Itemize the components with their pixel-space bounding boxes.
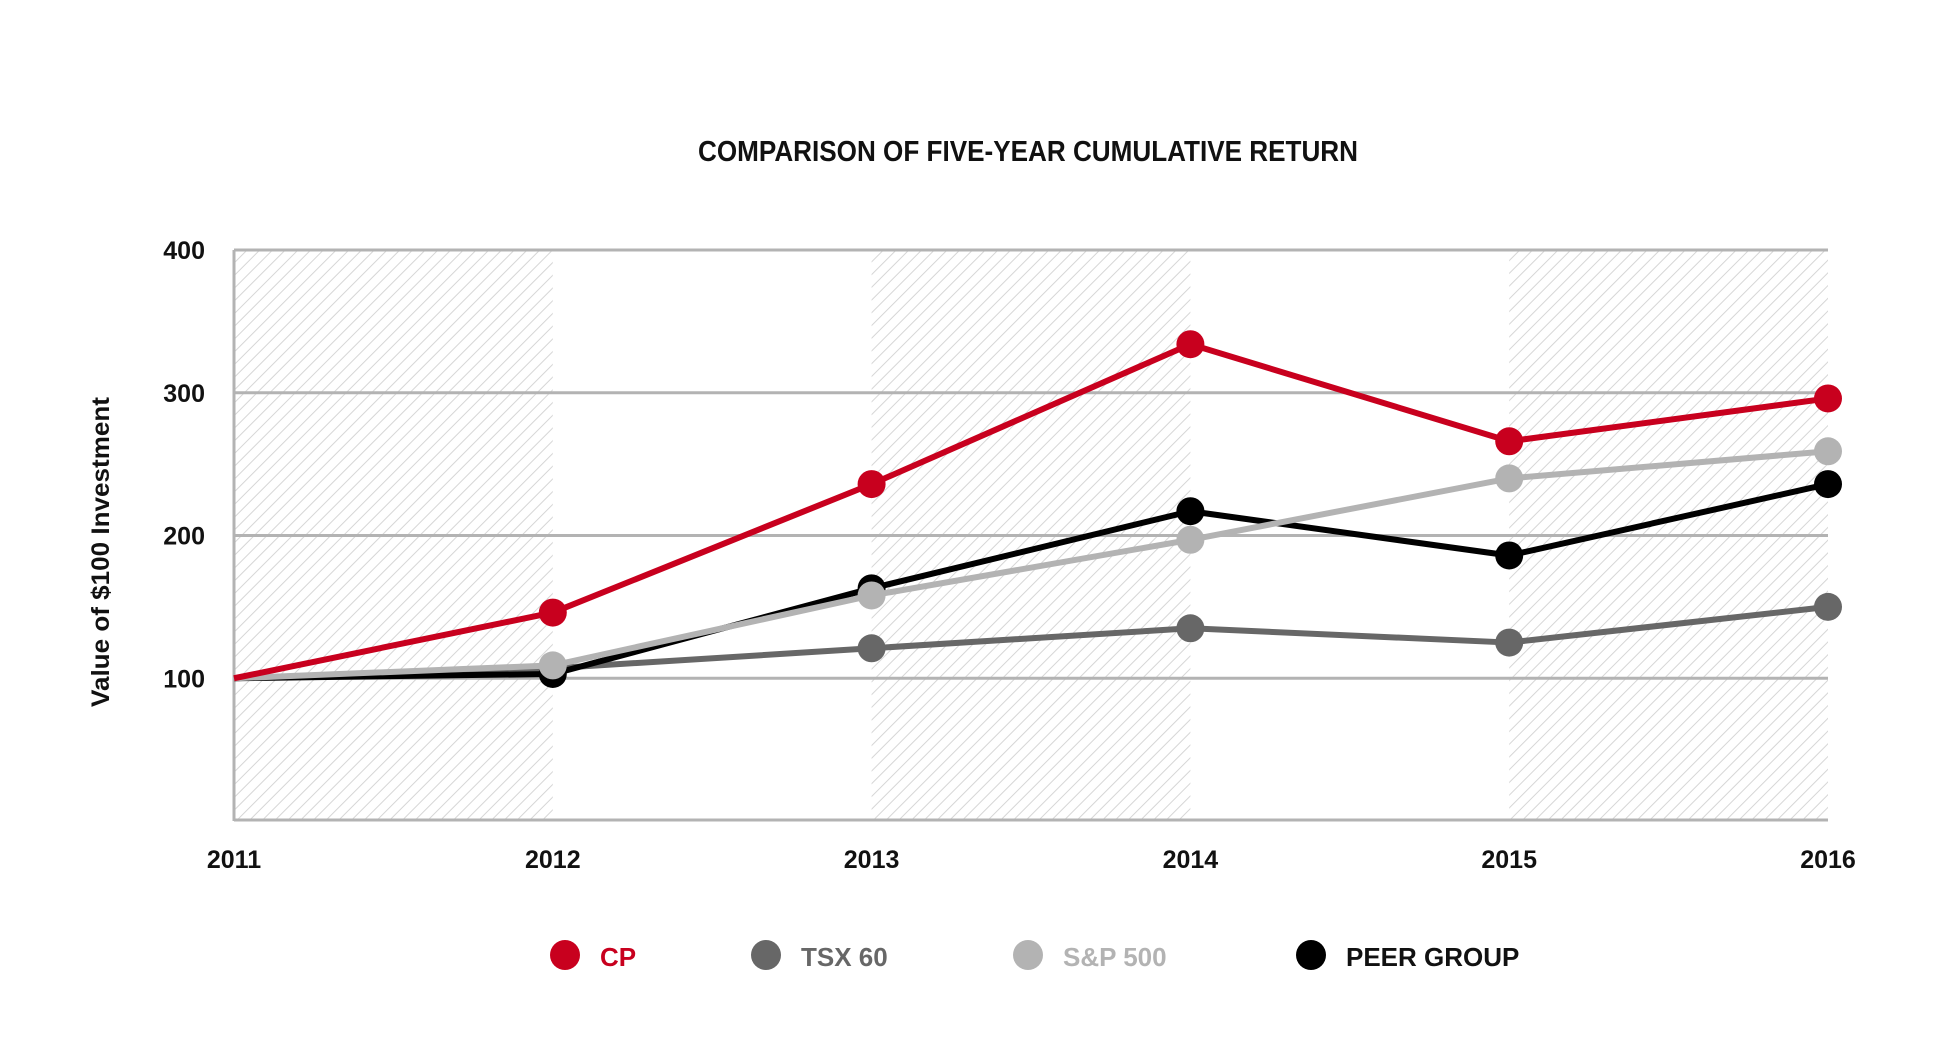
legend-label: PEER GROUP (1346, 942, 1519, 972)
x-tick-label: 2016 (1800, 846, 1856, 874)
y-axis-label: Value of $100 Investment (87, 396, 115, 707)
data-point (1176, 614, 1205, 643)
legend-label: S&P 500 (1063, 942, 1167, 972)
y-tick-label: 300 (163, 380, 205, 408)
data-point (538, 598, 567, 627)
legend: CP TSX 60 S&P 500 PEER GROUP (550, 940, 1519, 972)
legend-item: CP (550, 940, 636, 972)
series-line (233, 481, 1829, 682)
series-line (233, 341, 1829, 682)
x-tick-label: 2013 (844, 846, 900, 874)
x-axis-ticks: 2011 2012 2013 2014 2015 2016 (207, 846, 1856, 874)
legend-marker (751, 940, 781, 970)
data-point (1495, 427, 1524, 456)
data-point (1814, 592, 1842, 621)
data-point (1495, 541, 1524, 570)
gridlines (232, 248, 1828, 822)
x-tick-label: 2012 (525, 846, 581, 874)
legend-marker (1013, 940, 1043, 970)
chart-title: COMPARISON OF FIVE-YEAR CUMULATIVE RETUR… (698, 136, 1358, 168)
y-tick-label: 200 (163, 523, 205, 551)
data-point (857, 634, 886, 663)
legend-item: PEER GROUP (1296, 940, 1519, 972)
data-point (1814, 437, 1842, 466)
data-point (1495, 464, 1524, 493)
x-tick-label: 2015 (1481, 846, 1537, 874)
data-point (1176, 525, 1205, 554)
y-axis-ticks: 100 200 300 400 (163, 237, 205, 693)
legend-label: CP (600, 942, 636, 972)
series-group (233, 330, 1842, 688)
series-line (233, 448, 1829, 682)
series-cp (233, 330, 1842, 682)
data-point (1176, 330, 1205, 359)
data-point (1176, 497, 1205, 526)
series-s-p-500 (233, 437, 1842, 682)
data-point (857, 581, 886, 610)
data-point (1495, 628, 1524, 657)
legend-marker (1296, 940, 1326, 970)
data-point (538, 651, 567, 680)
data-point (857, 470, 886, 499)
y-tick-label: 100 (163, 665, 205, 693)
legend-label: TSX 60 (801, 942, 888, 972)
x-tick-label: 2011 (207, 846, 261, 874)
x-tick-label: 2014 (1163, 846, 1219, 874)
legend-item: S&P 500 (1013, 940, 1167, 972)
data-point (1814, 470, 1842, 499)
legend-item: TSX 60 (751, 940, 888, 972)
data-point (1814, 384, 1842, 413)
legend-marker (550, 940, 580, 970)
y-tick-label: 400 (163, 237, 205, 265)
